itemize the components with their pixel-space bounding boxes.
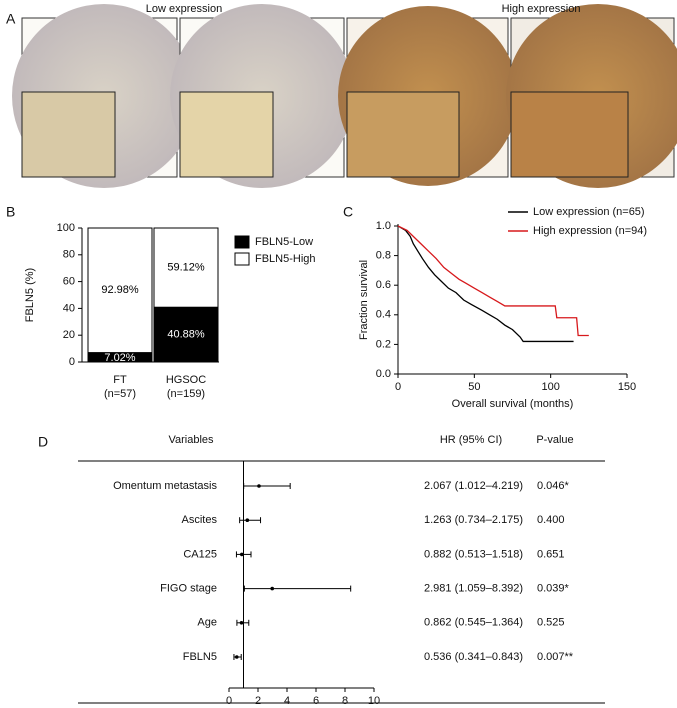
ci-label: 0.862 (0.545–1.364) xyxy=(424,617,523,629)
x-tick-label: 150 xyxy=(618,381,636,393)
x-tick-label: FT xyxy=(113,374,127,386)
x-axis-label: Overall survival (months) xyxy=(452,398,574,410)
y-axis-label: FBLN5 (%) xyxy=(24,268,36,322)
y-tick-label: 0 xyxy=(69,356,75,368)
value-label: 92.98% xyxy=(101,284,139,296)
ci-label: 2.981 (1.059–8.392) xyxy=(424,583,523,595)
ci-label: 2.067 (1.012–4.219) xyxy=(424,480,523,492)
column-header: HR (95% CI) xyxy=(440,434,502,446)
x-tick-label: 100 xyxy=(541,381,559,393)
x-tick-label: 10 xyxy=(368,695,380,707)
hr-point xyxy=(239,621,244,625)
value-label: 7.02% xyxy=(104,352,135,364)
p-value: 0.046* xyxy=(537,480,570,492)
inset xyxy=(346,91,460,178)
y-tick-label: 0.0 xyxy=(376,368,391,380)
variable-label: Age xyxy=(197,617,217,629)
panel-label: C xyxy=(343,204,353,220)
legend-label: FBLN5-Low xyxy=(255,236,313,248)
y-tick-label: 1.0 xyxy=(376,220,391,232)
p-value: 0.525 xyxy=(537,617,565,629)
x-tick-note: (n=57) xyxy=(104,388,136,400)
legend-swatch xyxy=(234,252,250,266)
p-value: 0.651 xyxy=(537,548,565,560)
survival-line xyxy=(397,225,589,337)
y-tick-label: 0.4 xyxy=(376,309,391,321)
hr-point xyxy=(245,518,250,522)
column-header: Variables xyxy=(168,434,214,446)
ci-label: 1.263 (0.734–2.175) xyxy=(424,514,523,526)
p-value: 0.400 xyxy=(537,514,565,526)
x-tick-label: 4 xyxy=(284,695,290,707)
ci-label: 0.536 (0.341–0.843) xyxy=(424,651,523,663)
x-tick-label: 50 xyxy=(468,381,480,393)
y-tick-label: 20 xyxy=(63,329,75,341)
legend-label: FBLN5-High xyxy=(255,253,316,265)
x-tick-label: 0 xyxy=(395,381,401,393)
variable-label: Omentum metastasis xyxy=(113,480,217,492)
variable-label: FIGO stage xyxy=(160,583,217,595)
inset xyxy=(21,91,116,178)
hr-point xyxy=(234,655,239,659)
ci-label: 0.882 (0.513–1.518) xyxy=(424,548,523,560)
inset xyxy=(179,91,274,178)
panel-label: D xyxy=(38,434,48,450)
y-tick-label: 80 xyxy=(63,249,75,261)
x-tick-note: (n=159) xyxy=(167,388,205,400)
tissue-images xyxy=(12,4,677,188)
inset xyxy=(510,91,629,178)
x-tick-label: HGSOC xyxy=(166,374,206,386)
hr-point xyxy=(257,484,261,488)
image-caption: Low expression xyxy=(146,3,222,15)
y-tick-label: 100 xyxy=(57,222,75,234)
bar-segment xyxy=(153,227,219,308)
image-caption: High expression xyxy=(502,3,581,15)
variable-label: CA125 xyxy=(183,548,217,560)
legend-label: Low expression (n=65) xyxy=(533,206,645,218)
value-label: 59.12% xyxy=(167,262,205,274)
x-tick-label: 2 xyxy=(255,695,261,707)
hr-point xyxy=(270,586,275,591)
bar-segment xyxy=(87,227,153,354)
p-value: 0.039* xyxy=(537,583,570,595)
column-header: P-value xyxy=(536,434,573,446)
y-tick-label: 0.6 xyxy=(376,279,391,291)
x-tick-label: 6 xyxy=(313,695,319,707)
variable-label: FBLN5 xyxy=(183,651,217,663)
x-tick-label: 8 xyxy=(342,695,348,707)
panel-label: B xyxy=(6,204,15,220)
x-tick-label: 0 xyxy=(226,695,232,707)
survival-line xyxy=(397,225,574,343)
y-tick-label: 60 xyxy=(63,276,75,288)
value-label: 40.88% xyxy=(167,329,205,341)
panel-label: A xyxy=(6,11,16,27)
y-tick-label: 40 xyxy=(63,302,75,314)
variable-label: Ascites xyxy=(182,514,218,526)
y-tick-label: 0.8 xyxy=(376,250,391,262)
legend-swatch xyxy=(234,235,250,249)
legend-label: High expression (n=94) xyxy=(533,225,647,237)
y-axis-label: Fraction survival xyxy=(358,260,370,340)
bar-segment xyxy=(153,306,219,363)
hr-point xyxy=(239,552,244,557)
p-value: 0.007** xyxy=(537,651,574,663)
y-tick-label: 0.2 xyxy=(376,338,391,350)
